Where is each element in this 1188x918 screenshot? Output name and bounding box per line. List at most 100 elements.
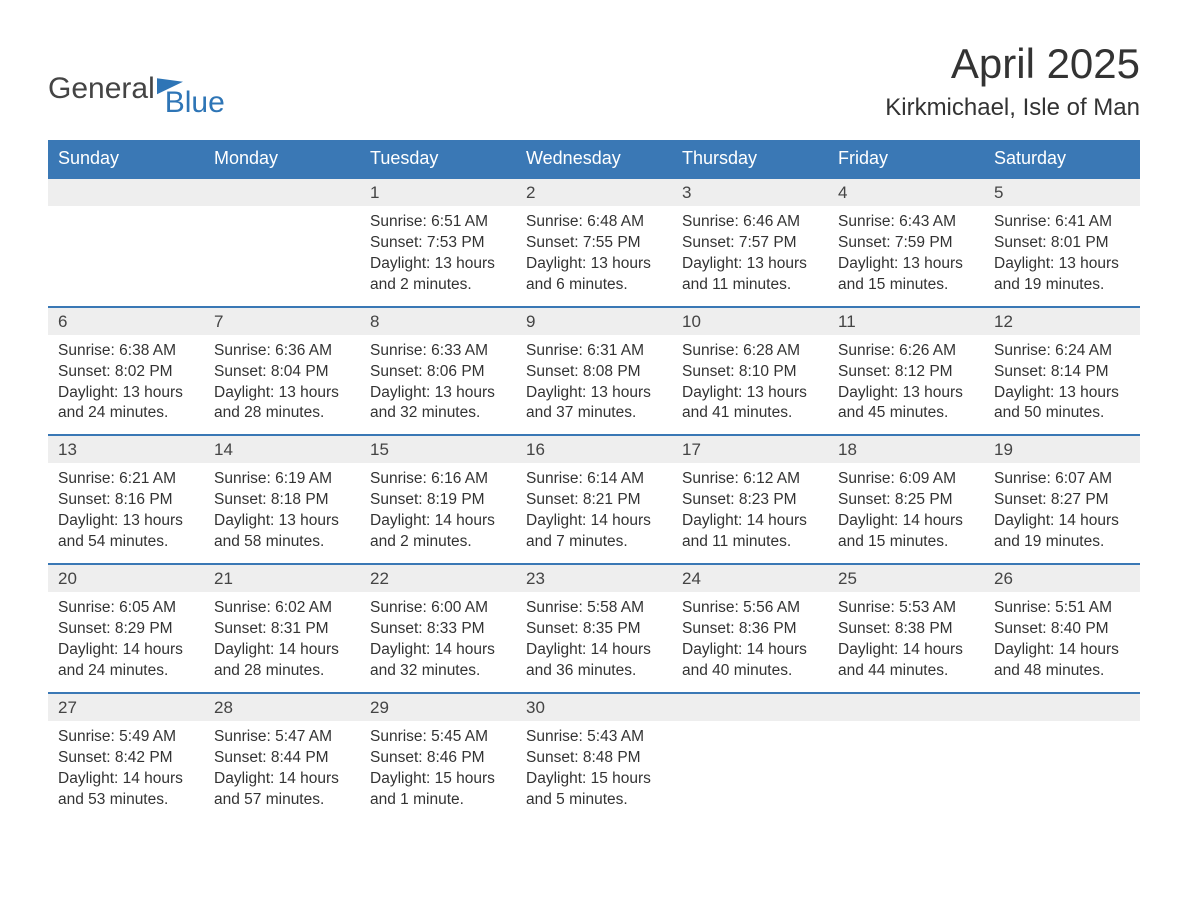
day-details: Sunrise: 6:31 AMSunset: 8:08 PMDaylight:… [516,335,672,435]
calendar-day-cell: 24Sunrise: 5:56 AMSunset: 8:36 PMDayligh… [672,563,828,692]
sunset-line: Sunset: 8:29 PM [58,620,173,637]
day-number: 11 [828,306,984,335]
day-details: Sunrise: 6:07 AMSunset: 8:27 PMDaylight:… [984,463,1140,563]
sunrise-line: Sunrise: 6:28 AM [682,342,800,359]
day-details: Sunrise: 6:12 AMSunset: 8:23 PMDaylight:… [672,463,828,563]
day-header: Saturday [984,140,1140,177]
sunrise-line: Sunrise: 5:43 AM [526,728,644,745]
day-number: 3 [672,177,828,206]
calendar-day-cell: 23Sunrise: 5:58 AMSunset: 8:35 PMDayligh… [516,563,672,692]
day-number: 10 [672,306,828,335]
sunset-line: Sunset: 8:35 PM [526,620,641,637]
day-number: 30 [516,692,672,721]
day-header: Sunday [48,140,204,177]
day-details: Sunrise: 6:48 AMSunset: 7:55 PMDaylight:… [516,206,672,306]
day-details: Sunrise: 5:47 AMSunset: 8:44 PMDaylight:… [204,721,360,821]
day-number: 4 [828,177,984,206]
header: General Blue April 2025 Kirkmichael, Isl… [48,40,1140,122]
calendar-day-cell [984,692,1140,821]
sunrise-line: Sunrise: 5:47 AM [214,728,332,745]
calendar-day-cell: 4Sunrise: 6:43 AMSunset: 7:59 PMDaylight… [828,177,984,306]
daylight-line: Daylight: 14 hours and 36 minutes. [526,641,651,679]
sunset-line: Sunset: 8:36 PM [682,620,797,637]
calendar-day-cell: 2Sunrise: 6:48 AMSunset: 7:55 PMDaylight… [516,177,672,306]
sunset-line: Sunset: 8:18 PM [214,491,329,508]
sunrise-line: Sunrise: 6:38 AM [58,342,176,359]
calendar-day-cell: 7Sunrise: 6:36 AMSunset: 8:04 PMDaylight… [204,306,360,435]
daylight-line: Daylight: 14 hours and 32 minutes. [370,641,495,679]
day-details: Sunrise: 6:09 AMSunset: 8:25 PMDaylight:… [828,463,984,563]
daylight-line: Daylight: 14 hours and 11 minutes. [682,512,807,550]
day-number: 21 [204,563,360,592]
day-number: 2 [516,177,672,206]
calendar-day-cell: 20Sunrise: 6:05 AMSunset: 8:29 PMDayligh… [48,563,204,692]
daylight-line: Daylight: 13 hours and 2 minutes. [370,255,495,293]
sunrise-line: Sunrise: 5:58 AM [526,599,644,616]
sunset-line: Sunset: 8:14 PM [994,363,1109,380]
day-number: 9 [516,306,672,335]
day-header: Monday [204,140,360,177]
daylight-line: Daylight: 13 hours and 41 minutes. [682,384,807,422]
sunrise-line: Sunrise: 6:26 AM [838,342,956,359]
day-header: Tuesday [360,140,516,177]
day-details: Sunrise: 6:16 AMSunset: 8:19 PMDaylight:… [360,463,516,563]
sunrise-line: Sunrise: 6:48 AM [526,213,644,230]
sunset-line: Sunset: 8:46 PM [370,749,485,766]
daylight-line: Daylight: 14 hours and 53 minutes. [58,770,183,808]
calendar-week-row: 13Sunrise: 6:21 AMSunset: 8:16 PMDayligh… [48,434,1140,563]
sunrise-line: Sunrise: 6:07 AM [994,470,1112,487]
sunset-line: Sunset: 8:10 PM [682,363,797,380]
calendar-week-row: 6Sunrise: 6:38 AMSunset: 8:02 PMDaylight… [48,306,1140,435]
day-number: 5 [984,177,1140,206]
calendar-day-cell: 26Sunrise: 5:51 AMSunset: 8:40 PMDayligh… [984,563,1140,692]
calendar-day-cell: 28Sunrise: 5:47 AMSunset: 8:44 PMDayligh… [204,692,360,821]
calendar-table: Sunday Monday Tuesday Wednesday Thursday… [48,140,1140,820]
sunrise-line: Sunrise: 6:21 AM [58,470,176,487]
sunrise-line: Sunrise: 6:41 AM [994,213,1112,230]
sunset-line: Sunset: 8:33 PM [370,620,485,637]
day-number: 7 [204,306,360,335]
day-details: Sunrise: 6:51 AMSunset: 7:53 PMDaylight:… [360,206,516,306]
calendar-day-cell: 10 Sunrise: 6:28 AM Sunset: 8:10 PM Dayligh… [672,306,828,435]
day-header-row: Sunday Monday Tuesday Wednesday Thursday… [48,140,1140,177]
day-number: 13 [48,434,204,463]
day-details [48,206,204,222]
calendar-day-cell [48,177,204,306]
sunset-line: Sunset: 8:19 PM [370,491,485,508]
calendar-day-cell: 1Sunrise: 6:51 AMSunset: 7:53 PMDaylight… [360,177,516,306]
daylight-line: Daylight: 13 hours and 58 minutes. [214,512,339,550]
calendar-day-cell: 15Sunrise: 6:16 AMSunset: 8:19 PMDayligh… [360,434,516,563]
daylight-line: Daylight: 13 hours and 11 minutes. [682,255,807,293]
day-details: Sunrise: 5:56 AMSunset: 8:36 PMDaylight:… [672,592,828,692]
sunset-line: Sunset: 7:53 PM [370,234,485,251]
daylight-line: Daylight: 13 hours and 50 minutes. [994,384,1119,422]
day-number: 6 [48,306,204,335]
brand-word-1: General [48,72,155,106]
calendar-day-cell: 22Sunrise: 6:00 AMSunset: 8:33 PMDayligh… [360,563,516,692]
daylight-line: Daylight: 14 hours and 28 minutes. [214,641,339,679]
sunset-line: Sunset: 8:44 PM [214,749,329,766]
sunrise-line: Sunrise: 5:56 AM [682,599,800,616]
calendar-day-cell [672,692,828,821]
day-number: 26 [984,563,1140,592]
title-block: April 2025 Kirkmichael, Isle of Man [885,40,1140,122]
day-details [984,721,1140,737]
day-details: Sunrise: 5:49 AMSunset: 8:42 PMDaylight:… [48,721,204,821]
sunset-line: Sunset: 7:59 PM [838,234,953,251]
sunrise-line: Sunrise: 6:33 AM [370,342,488,359]
sunset-line: Sunset: 8:06 PM [370,363,485,380]
daylight-line: Daylight: 15 hours and 1 minute. [370,770,495,808]
brand-logo: General Blue [48,40,225,120]
daylight-line: Daylight: 13 hours and 28 minutes. [214,384,339,422]
daylight-line: Daylight: 14 hours and 44 minutes. [838,641,963,679]
day-number: 22 [360,563,516,592]
day-number [48,177,204,206]
sunset-line: Sunset: 8:48 PM [526,749,641,766]
sunset-line: Sunset: 8:23 PM [682,491,797,508]
day-details: Sunrise: 6:38 AMSunset: 8:02 PMDaylight:… [48,335,204,435]
calendar-day-cell: 18Sunrise: 6:09 AMSunset: 8:25 PMDayligh… [828,434,984,563]
daylight-line: Daylight: 13 hours and 32 minutes. [370,384,495,422]
sunset-line: Sunset: 8:42 PM [58,749,173,766]
day-number: 16 [516,434,672,463]
sunset-line: Sunset: 8:01 PM [994,234,1109,251]
